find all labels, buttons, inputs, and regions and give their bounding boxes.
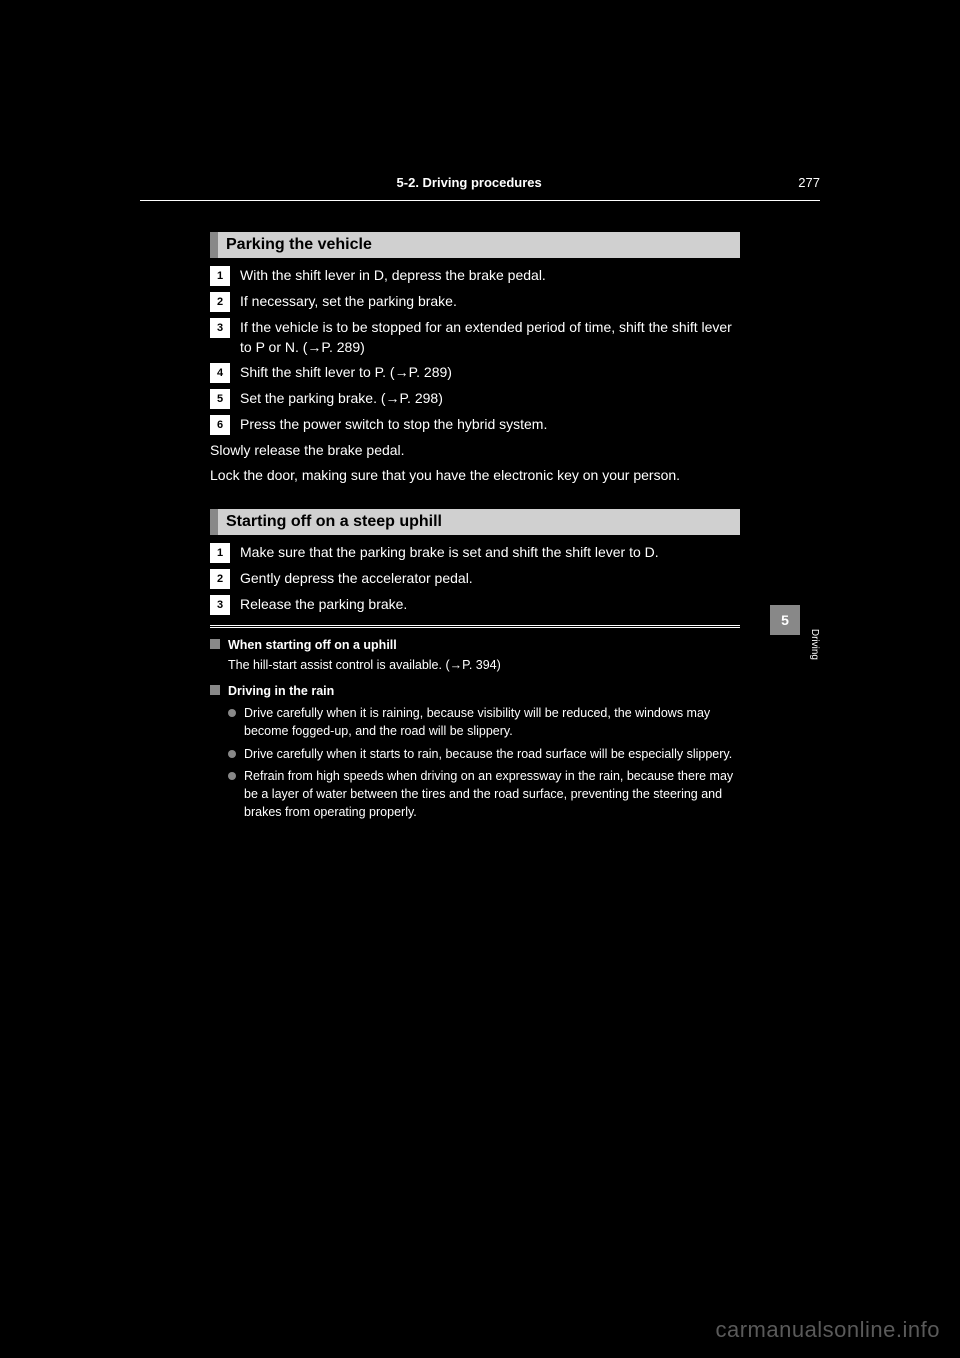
bullet-text: Refrain from high speeds when driving on…	[244, 767, 740, 821]
page-content: Parking the vehicle 1 With the shift lev…	[210, 232, 740, 821]
step-number-icon: 2	[210, 569, 230, 589]
step-text: Shift the shift lever to P. (→P. 289)	[240, 363, 740, 383]
step-number-icon: 1	[210, 543, 230, 563]
section-heading-parking: Parking the vehicle	[210, 232, 740, 258]
hint-body-text: The hill-start assist control is availab…	[228, 656, 740, 674]
bullet-row: Drive carefully when it starts to rain, …	[228, 745, 740, 763]
step-row: 2 If necessary, set the parking brake.	[210, 292, 740, 312]
section-block: Starting off on a steep uphill 1 Make su…	[210, 509, 740, 615]
round-bullet-icon	[228, 750, 236, 758]
tail-note: Slowly release the brake pedal.	[210, 441, 740, 460]
page-header: 5-2. Driving procedures 277	[140, 175, 820, 190]
square-bullet-icon	[210, 685, 220, 695]
hint-heading-text: Driving in the rain	[228, 682, 334, 700]
step-number-icon: 3	[210, 595, 230, 615]
step-row: 4 Shift the shift lever to P. (→P. 289)	[210, 363, 740, 383]
step-row: 6 Press the power switch to stop the hyb…	[210, 415, 740, 435]
bullet-text: Drive carefully when it starts to rain, …	[244, 745, 732, 763]
step-text: With the shift lever in D, depress the b…	[240, 266, 740, 286]
step-text: Release the parking brake.	[240, 595, 740, 615]
step-text: Make sure that the parking brake is set …	[240, 543, 740, 563]
step-number-icon: 5	[210, 389, 230, 409]
step-row: 1 With the shift lever in D, depress the…	[210, 266, 740, 286]
hint-heading-text: When starting off on a uphill	[228, 636, 397, 654]
square-bullet-icon	[210, 639, 220, 649]
round-bullet-icon	[228, 772, 236, 780]
divider-rule	[210, 625, 740, 628]
step-row: 2 Gently depress the accelerator pedal.	[210, 569, 740, 589]
step-number-icon: 6	[210, 415, 230, 435]
page-number: 277	[798, 175, 820, 190]
manual-page: 5-2. Driving procedures 277 5 Driving Pa…	[0, 0, 960, 1358]
round-bullet-icon	[228, 709, 236, 717]
step-number-icon: 2	[210, 292, 230, 312]
header-rule	[140, 200, 820, 201]
step-text: If necessary, set the parking brake.	[240, 292, 740, 312]
bullet-row: Refrain from high speeds when driving on…	[228, 767, 740, 821]
hint-body: Drive carefully when it is raining, beca…	[228, 704, 740, 821]
chapter-tab: 5	[770, 605, 800, 635]
watermark-text: carmanualsonline.info	[715, 1317, 940, 1343]
step-row: 3 If the vehicle is to be stopped for an…	[210, 318, 740, 357]
step-number-icon: 4	[210, 363, 230, 383]
hint-block: When starting off on a uphill The hill-s…	[210, 636, 740, 821]
step-number-icon: 3	[210, 318, 230, 338]
tail-note: Lock the door, making sure that you have…	[210, 466, 740, 485]
chapter-tab-label: Driving	[809, 629, 820, 660]
step-text: Set the parking brake. (→P. 298)	[240, 389, 740, 409]
step-row: 5 Set the parking brake. (→P. 298)	[210, 389, 740, 409]
bullet-text: Drive carefully when it is raining, beca…	[244, 704, 740, 740]
section-heading-uphill: Starting off on a steep uphill	[210, 509, 740, 535]
step-text: Press the power switch to stop the hybri…	[240, 415, 740, 435]
step-text: If the vehicle is to be stopped for an e…	[240, 318, 740, 357]
step-row: 3 Release the parking brake.	[210, 595, 740, 615]
section-title: 5-2. Driving procedures	[397, 175, 542, 190]
hint-heading: Driving in the rain	[210, 682, 740, 700]
step-number-icon: 1	[210, 266, 230, 286]
step-row: 1 Make sure that the parking brake is se…	[210, 543, 740, 563]
step-text: Gently depress the accelerator pedal.	[240, 569, 740, 589]
hint-heading: When starting off on a uphill	[210, 636, 740, 654]
bullet-row: Drive carefully when it is raining, beca…	[228, 704, 740, 740]
